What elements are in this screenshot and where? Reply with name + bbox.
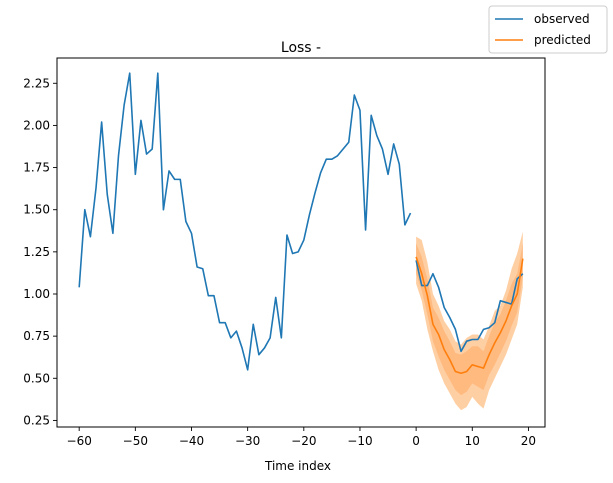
prediction-band-inner (416, 243, 523, 396)
y-tick-label: 1.50 (23, 203, 50, 217)
legend-observed-label: observed (534, 12, 590, 26)
x-axis-label: Time index (264, 459, 331, 473)
x-tick-label: −20 (291, 434, 316, 448)
x-tick-label: −60 (67, 434, 92, 448)
x-tick-label: −30 (235, 434, 260, 448)
x-tick-label: −50 (123, 434, 148, 448)
x-tick-label: −40 (179, 434, 204, 448)
y-axis: 0.25 0.50 0.75 1.00 1.25 1.50 1.75 2.00 2.25 (23, 76, 57, 427)
legend: observed predicted (488, 5, 608, 54)
legend-predicted-label: predicted (534, 33, 591, 47)
y-tick-label: 0.25 (23, 413, 50, 427)
y-tick-label: 0.50 (23, 371, 50, 385)
x-axis: −60 −50 −40 −30 −20 −10 0 10 20 (67, 427, 536, 448)
chart-title: Loss - (281, 40, 321, 56)
legend-box (488, 5, 608, 54)
x-tick-label: −10 (347, 434, 372, 448)
y-tick-label: 2.00 (23, 118, 50, 132)
y-tick-label: 0.75 (23, 329, 50, 343)
observed-history-line (78, 72, 412, 371)
y-tick-label: 1.25 (23, 245, 50, 259)
x-tick-label: 10 (465, 434, 480, 448)
series-lines (78, 72, 524, 375)
predicted-line (415, 256, 524, 375)
axes-frame (56, 57, 546, 428)
x-tick-label: 0 (412, 434, 420, 448)
y-tick-label: 2.25 (23, 76, 50, 90)
observed-future-line (415, 260, 524, 353)
prediction-bands (416, 231, 523, 411)
x-tick-label: 20 (521, 434, 536, 448)
y-tick-label: 1.75 (23, 161, 50, 175)
y-tick-label: 1.00 (23, 287, 50, 301)
